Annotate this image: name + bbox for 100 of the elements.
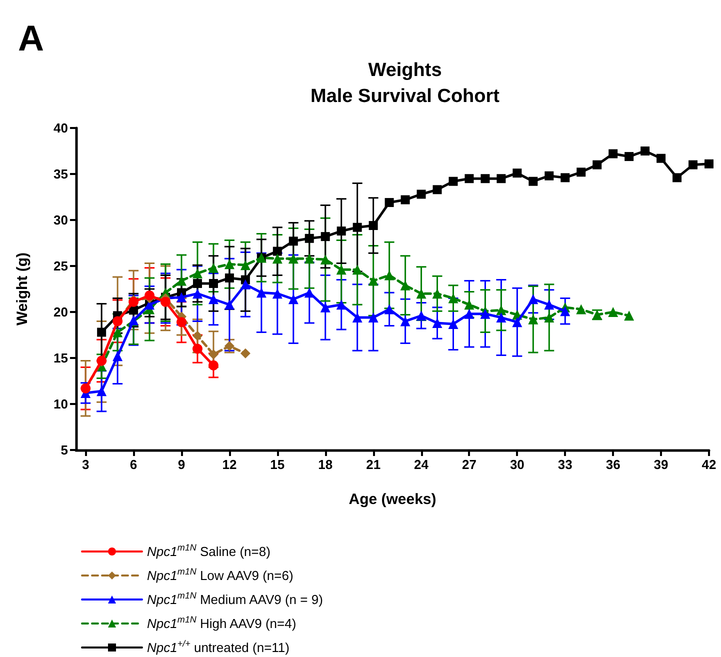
- point: [336, 264, 346, 275]
- point: [528, 294, 538, 304]
- point: [656, 154, 666, 163]
- point: [112, 351, 123, 362]
- point: [512, 168, 522, 178]
- point: [496, 312, 506, 323]
- point: [176, 292, 186, 302]
- point: [432, 318, 442, 328]
- y-tick-label: 20: [54, 304, 68, 320]
- point: [608, 149, 618, 158]
- text: A: [18, 18, 44, 58]
- point: [448, 293, 458, 304]
- point: [160, 296, 171, 307]
- point: [544, 312, 554, 323]
- x-tick-label: 42: [702, 457, 716, 472]
- chart-title: Weights: [368, 60, 442, 81]
- point: [256, 288, 266, 298]
- point: [208, 360, 218, 370]
- point: [464, 174, 474, 184]
- x-tick-label: 9: [178, 457, 186, 472]
- point: [480, 174, 490, 184]
- point: [608, 307, 618, 317]
- point: [704, 159, 714, 168]
- point: [240, 260, 250, 270]
- point: [288, 236, 298, 246]
- point: [192, 268, 202, 278]
- point: [400, 280, 410, 290]
- point: [176, 317, 186, 328]
- x-axis-title: Age (weeks): [348, 491, 436, 508]
- point: [672, 173, 682, 182]
- x-tick-label: 33: [558, 457, 572, 472]
- point: [624, 152, 634, 162]
- point: [304, 288, 314, 298]
- point: [352, 222, 362, 232]
- point: [432, 185, 442, 194]
- point: [384, 270, 394, 280]
- point: [592, 160, 602, 170]
- point: [192, 288, 202, 299]
- point: [400, 316, 410, 326]
- y-tick-label: 5: [60, 442, 68, 458]
- point: [288, 254, 298, 264]
- point: [288, 294, 298, 304]
- point: [496, 174, 506, 184]
- point: [416, 310, 426, 321]
- point: [528, 314, 538, 324]
- point: [272, 254, 282, 264]
- y-tick-label: 15: [54, 350, 68, 366]
- point: [176, 276, 186, 286]
- point: [544, 171, 554, 180]
- point: [304, 254, 314, 264]
- chart-subtitle: Male Survival Cohort: [310, 86, 500, 107]
- point: [224, 273, 234, 282]
- point: [97, 328, 106, 337]
- point: [144, 290, 155, 300]
- point: [192, 330, 202, 341]
- y-tick-label: 40: [54, 120, 68, 136]
- point: [576, 304, 586, 314]
- x-tick-label: 15: [270, 457, 285, 472]
- point: [480, 308, 490, 319]
- point: [560, 306, 570, 316]
- point: [560, 173, 570, 182]
- point: [368, 312, 378, 323]
- point: [416, 190, 426, 199]
- point: [544, 300, 554, 310]
- y-tick-label: 30: [54, 212, 68, 228]
- x-tick-label: 3: [82, 457, 90, 472]
- point: [336, 300, 346, 310]
- point: [576, 168, 586, 177]
- point: [688, 160, 698, 170]
- point: [400, 195, 410, 204]
- point: [368, 221, 378, 230]
- point: [512, 317, 522, 328]
- point: [384, 198, 394, 208]
- point: [432, 288, 442, 299]
- x-tick-label: 39: [654, 457, 668, 472]
- point: [464, 308, 474, 319]
- legend-label: Npc1+/+ untreated (n=11): [147, 638, 290, 655]
- point: [448, 176, 458, 186]
- y-tick-label: 25: [54, 258, 68, 274]
- point: [224, 259, 234, 270]
- point: [320, 302, 330, 312]
- point: [112, 327, 123, 338]
- y-tick-label: 10: [54, 396, 68, 412]
- point: [352, 312, 362, 323]
- point: [208, 349, 218, 360]
- point: [208, 262, 218, 273]
- point: [240, 279, 250, 290]
- x-tick-label: 27: [462, 457, 476, 472]
- point: [272, 288, 282, 299]
- y-axis-title: Weight (g): [14, 252, 31, 326]
- x-tick-label: 12: [222, 457, 237, 472]
- x-tick-label: 30: [510, 457, 524, 472]
- point: [272, 246, 282, 256]
- point: [192, 344, 202, 354]
- point: [336, 226, 346, 236]
- point: [384, 304, 394, 314]
- point: [624, 310, 634, 321]
- point: [528, 176, 538, 186]
- point: [208, 294, 218, 304]
- point: [208, 278, 218, 288]
